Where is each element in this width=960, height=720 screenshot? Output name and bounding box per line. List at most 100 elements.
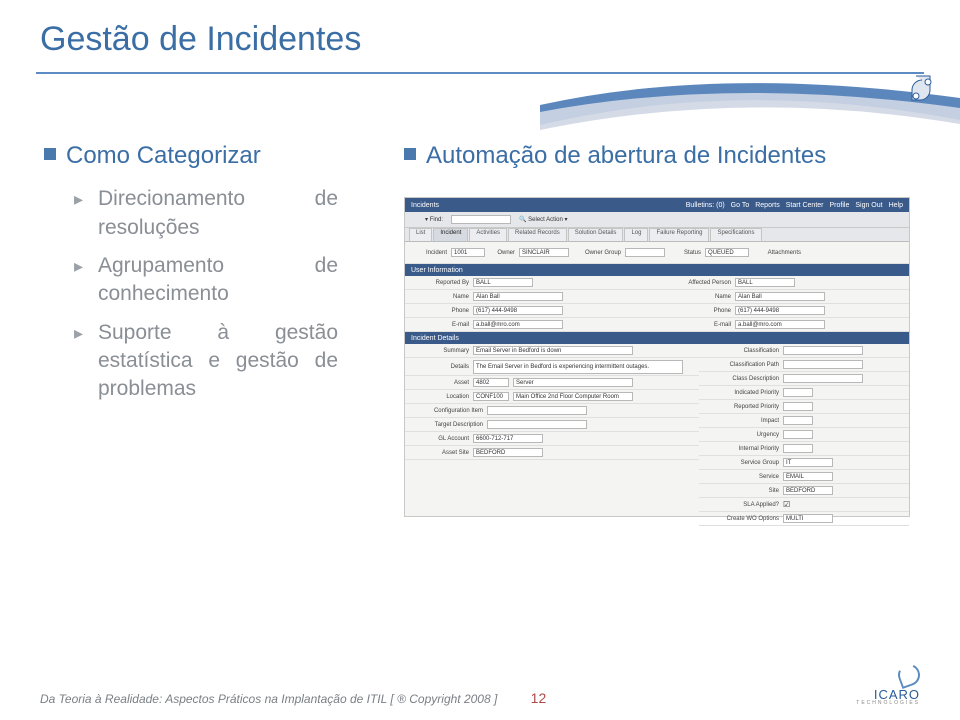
lbl: Phone	[663, 308, 735, 314]
ss-link[interactable]: Profile	[830, 202, 850, 209]
sub-text: Agrupamento de conhecimento	[98, 252, 338, 309]
lbl: SLA Applied?	[705, 502, 783, 508]
val[interactable]	[783, 402, 813, 411]
logo-swirl-icon	[895, 661, 923, 689]
val[interactable]	[783, 346, 863, 355]
sub-text: Suporte à gestão estatística e gestão de…	[98, 319, 338, 404]
ss-link[interactable]: Reports	[755, 202, 780, 209]
ss-tabs: List Incident Activities Related Records…	[405, 228, 909, 242]
ss-link[interactable]: Sign Out	[855, 202, 882, 209]
lbl: Asset Site	[411, 450, 473, 456]
val-phone[interactable]: (617) 444-9498	[473, 306, 563, 315]
val-details[interactable]: The Email Server in Bedford is experienc…	[473, 360, 683, 374]
lbl: Site	[705, 488, 783, 494]
val-name[interactable]: Alan Ball	[473, 292, 563, 301]
lbl: Name	[411, 294, 473, 300]
sub-text: Direcionamento de resoluções	[98, 185, 338, 242]
ss-link[interactable]: Help	[889, 202, 903, 209]
tab-list[interactable]: List	[409, 228, 432, 241]
val-tgtdesc[interactable]	[487, 420, 587, 429]
action-label: 🔍 Select Action ▾	[519, 216, 568, 223]
val-asset-desc[interactable]: Server	[513, 378, 633, 387]
ss-link[interactable]: Go To	[731, 202, 750, 209]
lbl-incident: Incident	[411, 250, 451, 256]
ss-titlebar: Incidents Bulletins: (0) Go To Reports S…	[405, 198, 909, 212]
val-location[interactable]: CONF100	[473, 392, 509, 401]
lbl: Class Description	[705, 376, 783, 382]
val[interactable]	[783, 416, 813, 425]
val-email2[interactable]: a.ball@mro.com	[735, 320, 825, 329]
val[interactable]	[783, 430, 813, 439]
lbl: Service Group	[705, 460, 783, 466]
app-screenshot: Incidents Bulletins: (0) Go To Reports S…	[404, 197, 910, 517]
header-swoosh	[540, 70, 960, 140]
tab-log[interactable]: Log	[624, 228, 648, 241]
val-gl[interactable]: 6600-712-717	[473, 434, 543, 443]
val[interactable]	[783, 388, 813, 397]
val-email[interactable]: a.ball@mro.com	[473, 320, 563, 329]
tab-failure[interactable]: Failure Reporting	[649, 228, 709, 241]
ss-top-links: Bulletins: (0) Go To Reports Start Cente…	[686, 202, 903, 209]
ss-app-title: Incidents	[411, 202, 439, 209]
content-area: Como Categorizar ▸ Direcionamento de res…	[44, 140, 914, 517]
lbl: GL Account	[411, 436, 473, 442]
val[interactable]	[783, 360, 863, 369]
val-phone2[interactable]: (617) 444-9498	[735, 306, 825, 315]
left-column: Como Categorizar ▸ Direcionamento de res…	[44, 140, 364, 517]
val-affected[interactable]: BALL	[735, 278, 795, 287]
find-input[interactable]	[451, 215, 511, 224]
lbl: E-mail	[411, 322, 473, 328]
ss-toolbar: ▾ Find: 🔍 Select Action ▾	[405, 212, 909, 228]
lbl: Name	[663, 294, 735, 300]
lbl: Reported Priority	[705, 404, 783, 410]
ss-header-row: Incident 1001 Owner SINCLAIR Owner Group…	[405, 242, 909, 264]
sub-arrow-icon: ▸	[74, 189, 90, 210]
val-asset[interactable]: 4802	[473, 378, 509, 387]
section-incident-details: Incident Details	[405, 332, 909, 344]
val-owner[interactable]: SINCLAIR	[519, 248, 569, 257]
lbl-status: Status	[665, 250, 705, 256]
lbl: Affected Person	[663, 280, 735, 286]
bullet-text: Automação de abertura de Incidentes	[426, 140, 826, 171]
lbl: Summary	[411, 348, 473, 354]
lbl: Location	[411, 394, 473, 400]
sub-item: ▸ Direcionamento de resoluções	[74, 185, 364, 242]
lbl: Indicated Priority	[705, 390, 783, 396]
lbl: Phone	[411, 308, 473, 314]
val-svc[interactable]: EMAIL	[783, 472, 833, 481]
val-svcgrp[interactable]: IT	[783, 458, 833, 467]
lbl: Asset	[411, 380, 473, 386]
lbl: Details	[411, 364, 473, 370]
sub-arrow-icon: ▸	[74, 256, 90, 277]
tab-related[interactable]: Related Records	[508, 228, 567, 241]
ss-link[interactable]: Bulletins: (0)	[686, 202, 725, 209]
val-summary[interactable]: Email Server in Bedford is down	[473, 346, 633, 355]
bullet-icon	[404, 148, 416, 160]
val-reportedby[interactable]: BALL	[473, 278, 533, 287]
val-name2[interactable]: Alan Ball	[735, 292, 825, 301]
lbl: Internal Priority	[705, 446, 783, 452]
val-assetsite[interactable]: BEDFORD	[473, 448, 543, 457]
sub-arrow-icon: ▸	[74, 323, 90, 344]
lbl: Service	[705, 474, 783, 480]
ss-link[interactable]: Start Center	[786, 202, 824, 209]
tab-incident[interactable]: Incident	[433, 228, 468, 241]
val-loc-desc[interactable]: Main Office 2nd Floor Computer Room	[513, 392, 633, 401]
val-site[interactable]: BEDFORD	[783, 486, 833, 495]
footer-text: Da Teoria à Realidade: Aspectos Práticos…	[40, 690, 546, 706]
val-status[interactable]: QUEUED	[705, 248, 749, 257]
tab-activities[interactable]: Activities	[469, 228, 507, 241]
val[interactable]	[783, 374, 863, 383]
val-ownergroup[interactable]	[625, 248, 665, 257]
val-incident[interactable]: 1001	[451, 248, 485, 257]
val[interactable]	[783, 444, 813, 453]
title-underline	[36, 72, 924, 74]
val-sla[interactable]: ☑	[783, 500, 790, 509]
lbl: Urgency	[705, 432, 783, 438]
tab-spec[interactable]: Specifications	[710, 228, 761, 241]
tab-solution[interactable]: Solution Details	[568, 228, 624, 241]
val-ci[interactable]	[487, 406, 587, 415]
page-title: Gestão de Incidentes	[40, 20, 361, 59]
val-wo[interactable]: MULTI	[783, 514, 833, 523]
logo-sub: TECHNOLOGIES	[856, 701, 920, 706]
